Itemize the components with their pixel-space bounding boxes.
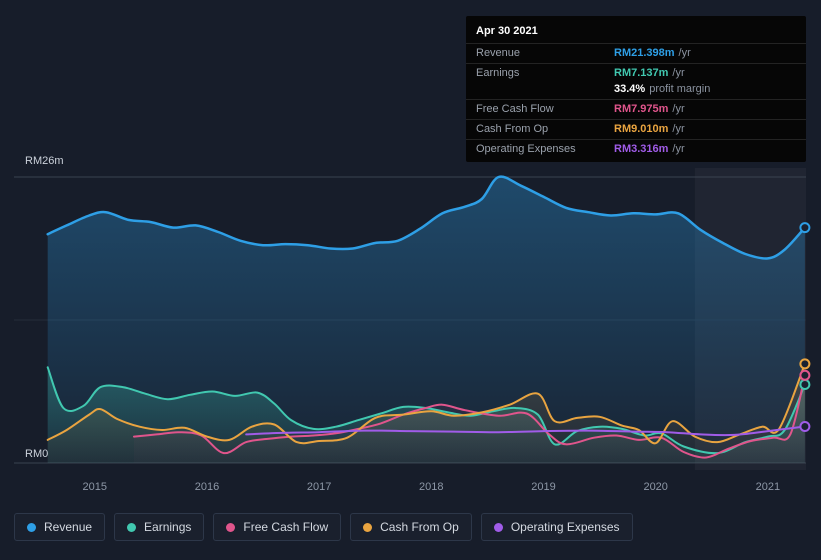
x-tick-2019: 2019 xyxy=(531,481,555,493)
tooltip-row-revenue: Revenue RM21.398m /yr xyxy=(466,43,806,63)
legend-label: Cash From Op xyxy=(380,520,459,534)
tooltip-row-operating-expenses: Operating Expenses RM3.316m /yr xyxy=(466,139,806,159)
tooltip-suffix: /yr xyxy=(672,67,684,79)
x-tick-2016: 2016 xyxy=(195,481,219,493)
chart-legend: Revenue Earnings Free Cash Flow Cash Fro… xyxy=(14,513,633,541)
tooltip-label: Free Cash Flow xyxy=(476,103,614,115)
tooltip-row-cash-from-op: Cash From Op RM9.010m /yr xyxy=(466,119,806,139)
y-axis-label-max: RM26m xyxy=(25,155,64,167)
cash-from-op-swatch-icon xyxy=(363,523,372,532)
tooltip-label: Earnings xyxy=(476,67,614,79)
legend-label: Revenue xyxy=(44,520,92,534)
free-cash-flow-swatch-icon xyxy=(226,523,235,532)
tooltip-suffix: /yr xyxy=(672,103,684,115)
legend-item-earnings[interactable]: Earnings xyxy=(114,513,204,541)
financials-chart-panel: RM26m RM0 2015 2016 2017 2018 2019 2020 2021 A… xyxy=(0,0,821,560)
tooltip-value: RM3.316m xyxy=(614,143,668,155)
tooltip-suffix: /yr xyxy=(672,143,684,155)
tooltip-value: RM7.137m xyxy=(614,67,668,79)
legend-label: Operating Expenses xyxy=(511,520,620,534)
earnings-swatch-icon xyxy=(127,523,136,532)
tooltip-value: RM7.975m xyxy=(614,103,668,115)
legend-item-operating-expenses[interactable]: Operating Expenses xyxy=(481,513,633,541)
tooltip-suffix: /yr xyxy=(679,47,691,59)
tooltip-value: RM21.398m xyxy=(614,47,675,59)
tooltip-label: Operating Expenses xyxy=(476,143,614,155)
earnings-end-marker xyxy=(800,380,809,389)
tooltip-suffix: /yr xyxy=(672,123,684,135)
tooltip-row-free-cash-flow: Free Cash Flow RM7.975m /yr xyxy=(466,99,806,119)
revenue-swatch-icon xyxy=(27,523,36,532)
x-tick-2021: 2021 xyxy=(756,481,780,493)
legend-item-cash-from-op[interactable]: Cash From Op xyxy=(350,513,472,541)
tooltip-label: Cash From Op xyxy=(476,123,614,135)
cash-from-op-end-marker xyxy=(800,359,809,368)
tooltip-suffix: profit margin xyxy=(649,83,710,95)
x-tick-2020: 2020 xyxy=(643,481,667,493)
tooltip-date: Apr 30 2021 xyxy=(466,19,806,43)
data-tooltip: Apr 30 2021 Revenue RM21.398m /yr Earnin… xyxy=(466,16,806,162)
revenue-end-marker xyxy=(800,223,809,232)
free-cash-flow-end-marker xyxy=(800,371,809,380)
legend-item-free-cash-flow[interactable]: Free Cash Flow xyxy=(213,513,341,541)
tooltip-value: 33.4% xyxy=(614,83,645,95)
operating-expenses-end-marker xyxy=(800,422,809,431)
y-axis-label-min: RM0 xyxy=(25,448,48,460)
operating-expenses-swatch-icon xyxy=(494,523,503,532)
legend-label: Earnings xyxy=(144,520,191,534)
tooltip-row-profit-margin: 33.4% profit margin xyxy=(466,83,806,99)
x-tick-2017: 2017 xyxy=(307,481,331,493)
tooltip-value: RM9.010m xyxy=(614,123,668,135)
legend-label: Free Cash Flow xyxy=(243,520,328,534)
x-tick-2015: 2015 xyxy=(83,481,107,493)
tooltip-row-earnings: Earnings RM7.137m /yr xyxy=(466,63,806,83)
tooltip-label: Revenue xyxy=(476,47,614,59)
x-tick-2018: 2018 xyxy=(419,481,443,493)
legend-item-revenue[interactable]: Revenue xyxy=(14,513,105,541)
